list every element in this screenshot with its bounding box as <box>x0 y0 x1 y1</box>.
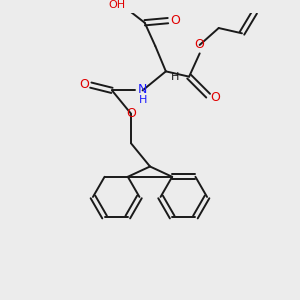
Text: O: O <box>195 38 205 51</box>
Text: O: O <box>170 14 180 27</box>
Text: O: O <box>211 91 220 104</box>
Text: OH: OH <box>109 0 126 10</box>
Text: N: N <box>138 83 147 96</box>
Text: O: O <box>126 107 136 120</box>
Text: H: H <box>138 95 147 105</box>
Text: O: O <box>80 77 89 91</box>
Text: H: H <box>171 72 180 82</box>
